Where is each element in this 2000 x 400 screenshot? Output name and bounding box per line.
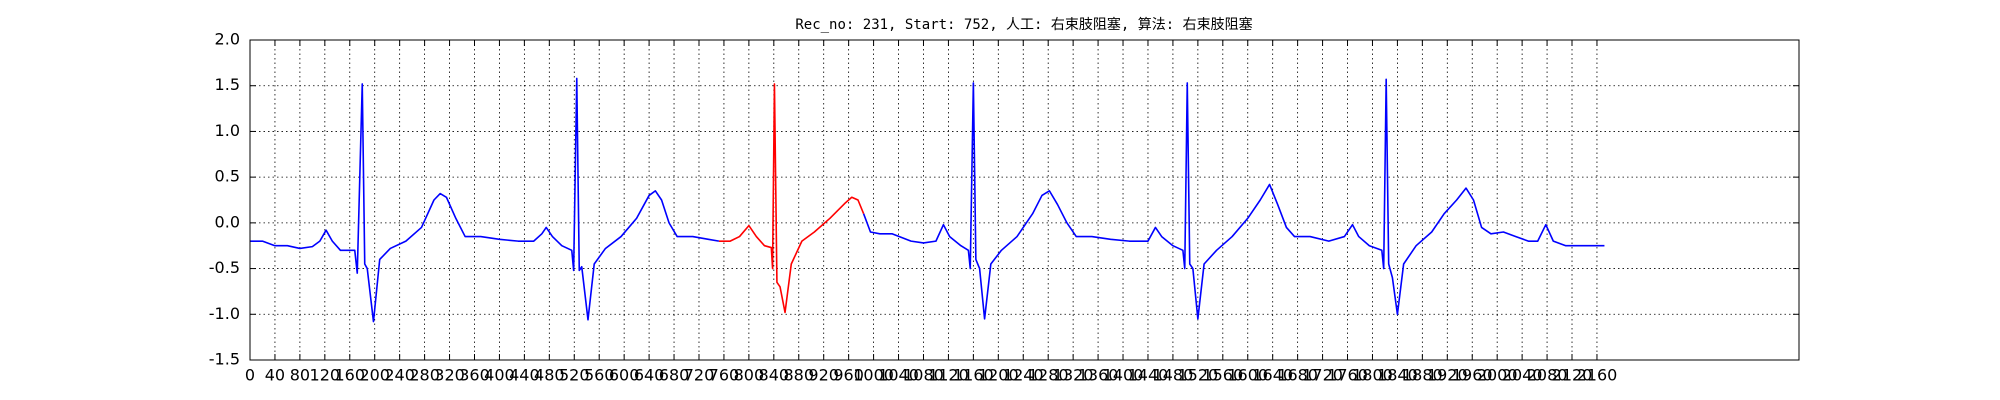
x-tick-label: 880 — [783, 366, 814, 385]
x-tick-label: 960 — [833, 366, 864, 385]
x-tick-label: 2120 — [1552, 366, 1593, 385]
x-tick-label: 2040 — [1502, 366, 1543, 385]
x-tick-label: 1000 — [853, 366, 894, 385]
y-tick-label: 2.0 — [215, 30, 240, 49]
x-tick-label: 1720 — [1302, 366, 1343, 385]
x-tick-label: 1480 — [1153, 366, 1194, 385]
x-tick-label: 160 — [335, 366, 366, 385]
x-tick-label: 2160 — [1577, 366, 1618, 385]
x-tick-label: 800 — [734, 366, 765, 385]
x-tick-label: 1320 — [1053, 366, 1094, 385]
x-tick-label: 640 — [634, 366, 665, 385]
y-tick-label: 1.0 — [215, 121, 240, 140]
x-tick-label: 1080 — [903, 366, 944, 385]
x-tick-label: 1920 — [1427, 366, 1468, 385]
y-tick-label: -1.0 — [209, 304, 240, 323]
x-tick-label: 40 — [265, 366, 285, 385]
x-tick-label: 400 — [484, 366, 515, 385]
x-tick-label: 1600 — [1227, 366, 1268, 385]
x-tick-label: 720 — [684, 366, 715, 385]
x-tick-label: 1120 — [928, 366, 969, 385]
x-tick-label: 200 — [359, 366, 390, 385]
x-tick-label: 440 — [509, 366, 540, 385]
x-tick-label: 480 — [534, 366, 565, 385]
x-tick-label: 680 — [659, 366, 690, 385]
x-tick-label: 920 — [808, 366, 839, 385]
x-tick-label: 1280 — [1028, 366, 1069, 385]
x-tick-label: 120 — [310, 366, 341, 385]
x-tick-label: 320 — [434, 366, 465, 385]
x-tick-label: 1160 — [953, 366, 994, 385]
x-tick-label: 240 — [384, 366, 415, 385]
x-tick-label: 1400 — [1103, 366, 1144, 385]
series-line — [718, 83, 865, 314]
x-tick-label: 1560 — [1202, 366, 1243, 385]
x-tick-label: 2000 — [1477, 366, 1518, 385]
x-tick-label: 1240 — [1003, 366, 1044, 385]
x-tick-label: 1040 — [878, 366, 919, 385]
y-tick-label: 0.5 — [215, 167, 240, 186]
x-tick-label: 1640 — [1252, 366, 1293, 385]
x-tick-label: 1800 — [1352, 366, 1393, 385]
x-tick-label: 2080 — [1527, 366, 1568, 385]
x-tick-label: 760 — [709, 366, 740, 385]
y-tick-label: 0.0 — [215, 212, 240, 231]
y-tick-label: 1.5 — [215, 75, 240, 94]
x-tick-label: 1840 — [1377, 366, 1418, 385]
x-tick-label: 520 — [559, 366, 590, 385]
x-tick-label: 1360 — [1078, 366, 1119, 385]
x-tick-label: 280 — [409, 366, 440, 385]
y-tick-label: -1.5 — [209, 350, 240, 369]
x-tick-label: 0 — [245, 366, 255, 385]
x-tick-label: 1960 — [1452, 366, 1493, 385]
series-line — [250, 77, 1605, 323]
x-tick-label: 1680 — [1277, 366, 1318, 385]
x-tick-label: 560 — [584, 366, 615, 385]
x-tick-label: 1520 — [1177, 366, 1218, 385]
x-tick-label: 840 — [759, 366, 790, 385]
x-tick-label: 80 — [290, 366, 310, 385]
x-tick-label: 360 — [459, 366, 490, 385]
plot-frame — [249, 39, 1800, 361]
x-tick-label: 1760 — [1327, 366, 1368, 385]
y-tick-label: -0.5 — [209, 258, 240, 277]
x-tick-label: 1880 — [1402, 366, 1443, 385]
x-tick-label: 1200 — [978, 366, 1019, 385]
x-tick-label: 600 — [609, 366, 640, 385]
x-tick-label: 1440 — [1128, 366, 1169, 385]
chart-title: Rec_no: 231, Start: 752, 人工: 右束肢阻塞, 算法: … — [795, 16, 1252, 33]
